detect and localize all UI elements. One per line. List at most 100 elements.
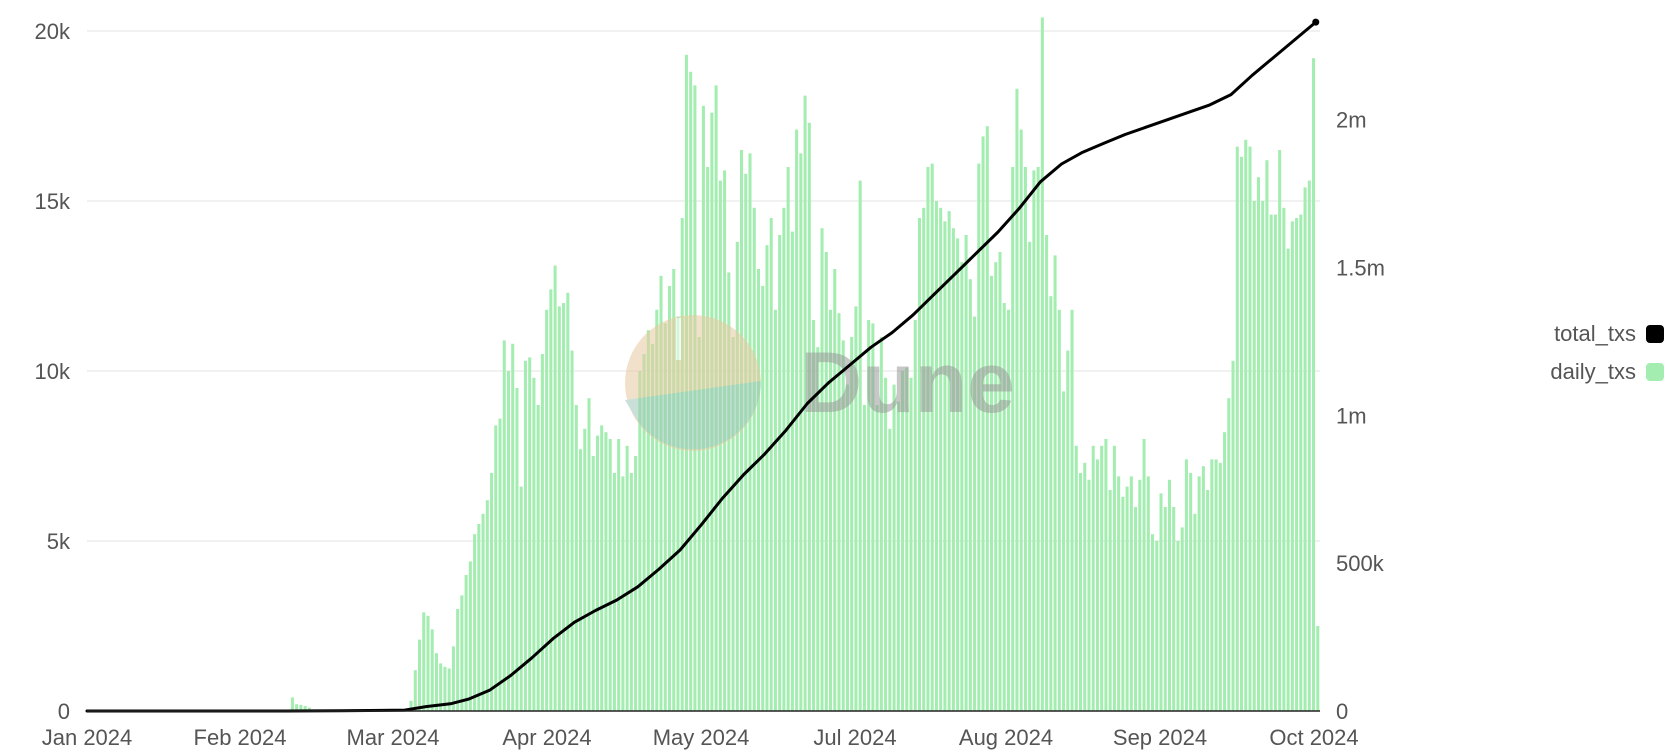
- daily-txs-bar[interactable]: [451, 646, 455, 711]
- daily-txs-bar[interactable]: [1172, 507, 1176, 711]
- daily-txs-bar[interactable]: [663, 323, 667, 711]
- daily-txs-bar[interactable]: [422, 612, 426, 711]
- daily-txs-bar[interactable]: [646, 330, 650, 711]
- daily-txs-bar[interactable]: [1002, 303, 1006, 711]
- total-txs-line[interactable]: [85, 20, 1318, 713]
- daily-txs-bar[interactable]: [549, 289, 553, 711]
- daily-txs-bar[interactable]: [1057, 309, 1061, 711]
- daily-txs-bar[interactable]: [1244, 139, 1248, 712]
- daily-txs-bar[interactable]: [828, 309, 833, 711]
- daily-txs-bar[interactable]: [1053, 255, 1057, 711]
- daily-txs-bar[interactable]: [1210, 459, 1214, 711]
- daily-txs-bar[interactable]: [1036, 167, 1040, 711]
- daily-txs-bar[interactable]: [926, 167, 930, 711]
- daily-txs-bar[interactable]: [1040, 17, 1044, 711]
- daily-txs-bar[interactable]: [1184, 459, 1188, 711]
- daily-txs-bar[interactable]: [994, 262, 998, 711]
- daily-txs-bar[interactable]: [973, 316, 977, 711]
- daily-txs-bar[interactable]: [532, 377, 536, 711]
- daily-txs-bar[interactable]: [655, 309, 659, 711]
- daily-txs-bar[interactable]: [490, 473, 494, 711]
- daily-txs-bar[interactable]: [502, 340, 506, 711]
- daily-txs-bar[interactable]: [858, 180, 862, 712]
- daily-txs-bar[interactable]: [485, 500, 489, 711]
- daily-txs-bar[interactable]: [600, 425, 604, 711]
- daily-txs-bar[interactable]: [1146, 476, 1150, 711]
- daily-txs-bar[interactable]: [515, 388, 519, 711]
- daily-txs-bar[interactable]: [998, 252, 1002, 711]
- daily-txs-bar[interactable]: [1214, 459, 1218, 711]
- daily-txs-bar[interactable]: [1019, 129, 1023, 712]
- daily-txs-bar[interactable]: [295, 704, 299, 711]
- daily-txs-bar[interactable]: [833, 269, 837, 711]
- daily-txs-bar[interactable]: [913, 320, 917, 711]
- daily-txs-bar[interactable]: [1299, 214, 1303, 711]
- daily-txs-bar[interactable]: [956, 238, 960, 711]
- daily-txs-bar[interactable]: [672, 269, 676, 711]
- daily-txs-bar[interactable]: [778, 235, 782, 711]
- daily-txs-bar[interactable]: [896, 401, 900, 711]
- daily-txs-bar[interactable]: [1066, 350, 1070, 711]
- legend-item-total-txs[interactable]: total_txs: [1464, 315, 1664, 353]
- daily-txs-bar[interactable]: [1201, 466, 1205, 711]
- daily-txs-bar[interactable]: [634, 456, 638, 711]
- daily-txs-bar[interactable]: [439, 663, 443, 711]
- daily-txs-bar[interactable]: [1032, 170, 1036, 711]
- daily-txs-bar[interactable]: [761, 286, 765, 711]
- daily-txs-bar[interactable]: [477, 524, 481, 711]
- daily-txs-bar[interactable]: [1045, 235, 1049, 711]
- daily-txs-bar[interactable]: [303, 705, 307, 711]
- daily-txs-bar[interactable]: [579, 449, 583, 711]
- daily-txs-bar[interactable]: [1316, 626, 1320, 711]
- daily-txs-bar[interactable]: [1023, 167, 1027, 711]
- daily-txs-bar[interactable]: [1193, 513, 1197, 711]
- daily-txs-bar[interactable]: [506, 371, 511, 711]
- daily-txs-bar[interactable]: [951, 228, 955, 711]
- daily-txs-bar[interactable]: [570, 350, 574, 711]
- daily-txs-bar[interactable]: [1235, 146, 1239, 712]
- daily-txs-bar[interactable]: [1062, 391, 1066, 711]
- daily-txs-bar[interactable]: [553, 265, 557, 711]
- daily-txs-bar[interactable]: [1028, 241, 1032, 712]
- daily-txs-bar[interactable]: [905, 367, 909, 711]
- daily-txs-bar[interactable]: [1155, 541, 1159, 711]
- daily-txs-bar[interactable]: [1138, 479, 1142, 711]
- daily-txs-bar[interactable]: [1261, 201, 1265, 711]
- daily-txs-bar[interactable]: [1163, 507, 1167, 711]
- daily-txs-bar[interactable]: [1159, 493, 1163, 711]
- daily-txs-bar[interactable]: [790, 231, 794, 711]
- daily-txs-bar[interactable]: [1265, 160, 1269, 711]
- daily-txs-bar[interactable]: [930, 163, 934, 712]
- daily-txs-bar[interactable]: [765, 245, 769, 711]
- daily-txs-bar[interactable]: [977, 163, 981, 712]
- daily-txs-bar[interactable]: [307, 707, 311, 711]
- daily-txs-bar[interactable]: [1278, 150, 1282, 711]
- daily-txs-bar[interactable]: [769, 218, 773, 711]
- daily-txs-bar[interactable]: [1125, 486, 1129, 711]
- daily-txs-bar[interactable]: [557, 306, 561, 711]
- daily-txs-bar[interactable]: [290, 697, 294, 711]
- daily-txs-bar[interactable]: [456, 609, 460, 711]
- daily-txs-bar[interactable]: [1286, 248, 1290, 711]
- daily-txs-bar[interactable]: [667, 286, 672, 711]
- daily-txs-bar[interactable]: [1239, 156, 1244, 712]
- daily-txs-bar[interactable]: [744, 173, 748, 712]
- legend-item-daily-txs[interactable]: daily_txs: [1464, 353, 1664, 391]
- daily-txs-bar[interactable]: [884, 377, 888, 711]
- daily-txs-bar[interactable]: [888, 428, 892, 711]
- daily-txs-bar[interactable]: [990, 275, 994, 711]
- daily-txs-bar[interactable]: [756, 269, 761, 711]
- daily-txs-bar[interactable]: [1218, 462, 1222, 711]
- daily-txs-bar[interactable]: [1095, 459, 1099, 711]
- daily-txs-bar[interactable]: [562, 303, 566, 711]
- daily-txs-bar[interactable]: [574, 405, 578, 711]
- daily-txs-bar[interactable]: [1282, 207, 1286, 712]
- daily-txs-bar[interactable]: [528, 357, 532, 711]
- daily-txs-bar[interactable]: [824, 252, 828, 711]
- daily-txs-bar[interactable]: [1117, 476, 1121, 711]
- daily-txs-bar[interactable]: [1015, 88, 1019, 712]
- daily-txs-bar[interactable]: [540, 354, 544, 711]
- daily-txs-bar[interactable]: [1087, 479, 1091, 711]
- daily-txs-bar[interactable]: [676, 316, 680, 711]
- daily-txs-bar[interactable]: [651, 343, 655, 711]
